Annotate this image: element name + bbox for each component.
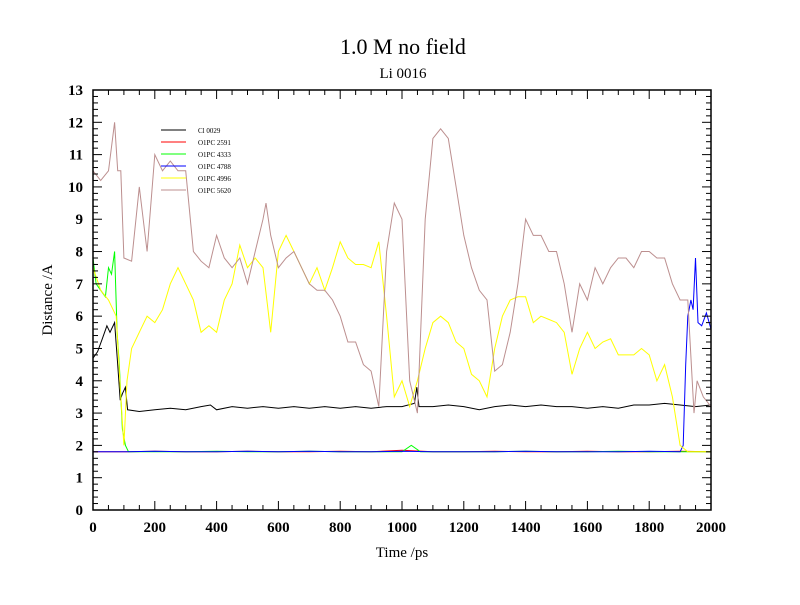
plot-frame — [92, 89, 712, 511]
y-tick-label: 0 — [76, 503, 84, 519]
legend-label: O1PC 4333 — [198, 151, 231, 159]
x-tick-label: 400 — [205, 520, 228, 536]
y-tick-label: 4 — [76, 374, 84, 390]
y-tick-label: 7 — [76, 277, 84, 293]
chart-subtitle: Li 0016 — [379, 66, 427, 82]
y-tick-label: 9 — [76, 212, 84, 228]
series-line-5 — [92, 122, 712, 414]
x-tick-label: 1400 — [511, 520, 541, 536]
y-tick-label: 8 — [76, 245, 84, 261]
x-tick-label: 1800 — [634, 520, 664, 536]
series-line-3 — [93, 257, 712, 453]
y-tick-label: 6 — [76, 309, 84, 325]
y-tick-label: 11 — [69, 148, 83, 164]
y-axis-label: Distance /A — [40, 264, 56, 335]
series-line-4 — [92, 234, 711, 453]
y-tick-label: 3 — [76, 406, 84, 422]
chart-title: 1.0 M no field — [340, 34, 466, 59]
x-tick-label: 2000 — [696, 520, 726, 536]
legend-label: O1PC 5620 — [198, 187, 231, 195]
x-tick-label: 1200 — [449, 520, 479, 536]
legend-label: O1PC 4788 — [198, 163, 231, 171]
x-tick-label: 600 — [267, 520, 290, 536]
series-line-2 — [92, 251, 711, 453]
x-tick-label: 1000 — [387, 520, 417, 536]
y-tick-label: 12 — [68, 115, 83, 131]
y-tick-label: 13 — [68, 83, 83, 99]
series-line-0 — [92, 320, 712, 413]
legend-label: Cl 0029 — [198, 127, 221, 135]
y-tick-label: 2 — [76, 438, 84, 454]
y-tick-label: 1 — [76, 471, 84, 487]
legend-label: O1PC 2591 — [198, 139, 231, 147]
x-axis-label: Time /ps — [376, 545, 429, 561]
x-tick-label: 800 — [329, 520, 352, 536]
x-tick-label: 0 — [89, 520, 97, 536]
x-tick-label: 200 — [144, 520, 167, 536]
x-tick-label: 1600 — [572, 520, 602, 536]
y-tick-label: 5 — [76, 341, 84, 357]
legend-label: O1PC 4996 — [198, 175, 231, 183]
y-tick-label: 10 — [68, 180, 83, 196]
